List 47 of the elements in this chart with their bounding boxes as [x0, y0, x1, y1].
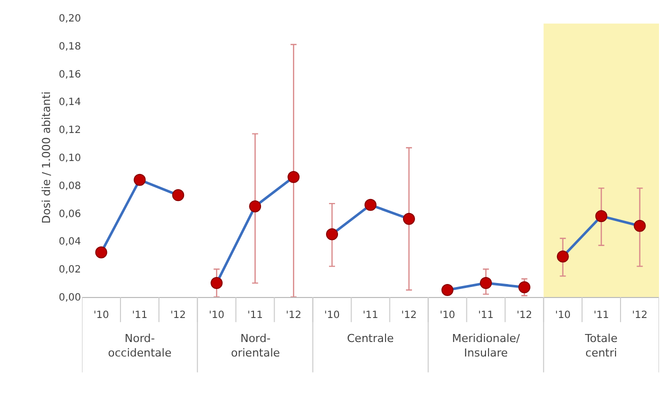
- point: [210, 277, 223, 290]
- y-tick-label: 0,06: [58, 208, 81, 220]
- y-tick-label: 0,16: [58, 69, 81, 80]
- text: Nord- orientale: [231, 332, 280, 360]
- point: [95, 246, 108, 258]
- x-tick-label: '12: [632, 310, 648, 321]
- y-tick-label: 0,12: [58, 125, 81, 136]
- y-axis-title: Dosi die / 1.000 abitanti: [40, 91, 53, 224]
- x-tick-label: '12: [516, 310, 532, 321]
- x-tick-label: '10: [208, 310, 224, 321]
- point: [172, 189, 184, 202]
- x-tick-label: '11: [247, 310, 263, 321]
- text: Meridionale/ Insulare: [452, 332, 520, 360]
- point: [595, 210, 608, 222]
- point: [364, 198, 376, 211]
- point: [556, 250, 569, 263]
- x-tick-label: '11: [362, 310, 378, 321]
- x-tick-label: '12: [286, 310, 302, 321]
- point: [634, 220, 646, 232]
- x-tick-label: '10: [93, 310, 109, 321]
- point: [288, 171, 300, 184]
- text: Totale centri: [584, 332, 618, 360]
- y-tick-label: 0,04: [58, 236, 81, 248]
- point: [134, 174, 146, 186]
- point: [249, 200, 262, 212]
- x-tick-label: '12: [401, 310, 417, 321]
- x-tick-label: '10: [555, 310, 571, 321]
- point: [441, 284, 454, 296]
- y-tick-label: 0,10: [58, 153, 81, 164]
- y-tick-label: 0,08: [58, 180, 81, 192]
- text: Centrale: [347, 332, 394, 345]
- x-tick-label: '11: [478, 310, 494, 321]
- x-tick-label: '10: [440, 310, 456, 321]
- x-tick-label: '10: [324, 310, 340, 321]
- point: [402, 212, 415, 225]
- text: Nord- occidentale: [108, 332, 172, 360]
- point: [326, 228, 338, 240]
- y-tick-label: 0,18: [58, 41, 81, 52]
- y-tick-label: 0,20: [58, 14, 81, 24]
- y-tick-label: 0,14: [58, 97, 81, 108]
- point: [518, 281, 530, 294]
- x-tick-label: '11: [132, 310, 148, 321]
- y-tick-label: 0,02: [58, 264, 81, 276]
- x-tick-label: '12: [170, 310, 186, 321]
- y-tick-label: 0,00: [58, 292, 81, 304]
- point: [480, 277, 492, 290]
- x-tick-label: '11: [594, 310, 610, 321]
